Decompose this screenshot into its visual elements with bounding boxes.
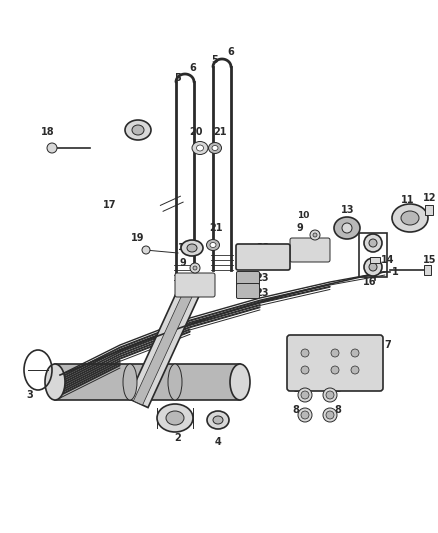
- Text: 9: 9: [297, 223, 304, 233]
- Bar: [370, 257, 380, 263]
- Circle shape: [326, 411, 334, 419]
- Text: 10: 10: [177, 244, 189, 253]
- Text: 23: 23: [255, 288, 269, 298]
- Bar: [424, 265, 431, 275]
- Polygon shape: [134, 283, 197, 405]
- Text: 1: 1: [392, 267, 399, 277]
- Ellipse shape: [213, 416, 223, 424]
- Ellipse shape: [168, 364, 182, 400]
- Text: 18: 18: [41, 127, 55, 137]
- Text: 19: 19: [131, 233, 145, 243]
- Ellipse shape: [197, 145, 204, 151]
- Text: 5: 5: [212, 55, 219, 65]
- Text: 8: 8: [335, 384, 342, 394]
- Circle shape: [331, 366, 339, 374]
- Text: 21: 21: [213, 127, 227, 137]
- Text: 6: 6: [190, 63, 196, 73]
- Text: 3: 3: [27, 390, 33, 400]
- Ellipse shape: [334, 217, 360, 239]
- Ellipse shape: [166, 411, 184, 425]
- Circle shape: [364, 258, 382, 276]
- Ellipse shape: [45, 364, 65, 400]
- Text: 17: 17: [103, 200, 117, 210]
- Circle shape: [331, 349, 339, 357]
- Circle shape: [301, 411, 309, 419]
- Circle shape: [298, 388, 312, 402]
- Text: 23: 23: [255, 273, 269, 283]
- Ellipse shape: [157, 404, 193, 432]
- Circle shape: [301, 366, 309, 374]
- Ellipse shape: [207, 411, 229, 429]
- Ellipse shape: [392, 204, 428, 232]
- Ellipse shape: [210, 243, 216, 247]
- Circle shape: [193, 266, 197, 270]
- Text: 11: 11: [401, 195, 415, 205]
- Ellipse shape: [192, 141, 208, 155]
- Text: 22: 22: [256, 243, 270, 253]
- Bar: [55, 364, 240, 400]
- Ellipse shape: [401, 211, 419, 225]
- Circle shape: [364, 234, 382, 252]
- Ellipse shape: [132, 125, 144, 135]
- Ellipse shape: [230, 364, 250, 400]
- Text: 20: 20: [189, 127, 203, 137]
- FancyBboxPatch shape: [175, 273, 215, 297]
- Polygon shape: [128, 280, 202, 408]
- Text: 9: 9: [180, 258, 187, 268]
- Ellipse shape: [181, 240, 203, 256]
- Ellipse shape: [187, 244, 197, 252]
- Ellipse shape: [123, 364, 137, 400]
- FancyBboxPatch shape: [237, 271, 259, 287]
- Text: 6: 6: [228, 47, 234, 57]
- Circle shape: [310, 230, 320, 240]
- Text: 21: 21: [209, 223, 223, 233]
- Bar: [359, 233, 387, 277]
- Circle shape: [301, 391, 309, 399]
- Text: 8: 8: [293, 384, 300, 394]
- Text: 14: 14: [381, 255, 395, 265]
- Circle shape: [326, 391, 334, 399]
- Text: 8: 8: [293, 405, 300, 415]
- Circle shape: [313, 233, 317, 237]
- Circle shape: [351, 349, 359, 357]
- Text: 4: 4: [215, 437, 221, 447]
- Text: 2: 2: [175, 433, 181, 443]
- Text: 5: 5: [175, 73, 181, 83]
- Text: 10: 10: [297, 211, 309, 220]
- Text: 12: 12: [423, 193, 437, 203]
- Ellipse shape: [342, 223, 352, 233]
- Circle shape: [369, 263, 377, 271]
- Circle shape: [323, 388, 337, 402]
- Circle shape: [142, 246, 150, 254]
- FancyBboxPatch shape: [236, 244, 290, 270]
- FancyBboxPatch shape: [290, 238, 330, 262]
- Text: 16: 16: [363, 277, 377, 287]
- FancyBboxPatch shape: [237, 284, 259, 298]
- Circle shape: [301, 349, 309, 357]
- Circle shape: [190, 263, 200, 273]
- Circle shape: [351, 366, 359, 374]
- Ellipse shape: [208, 142, 222, 154]
- Circle shape: [369, 239, 377, 247]
- Text: 13: 13: [341, 205, 355, 215]
- Circle shape: [298, 408, 312, 422]
- Text: 15: 15: [423, 255, 437, 265]
- Circle shape: [47, 143, 57, 153]
- FancyBboxPatch shape: [287, 335, 383, 391]
- Text: 7: 7: [385, 340, 392, 350]
- Text: 8: 8: [335, 405, 342, 415]
- Circle shape: [323, 408, 337, 422]
- Bar: [425, 205, 433, 215]
- Ellipse shape: [125, 120, 151, 140]
- Ellipse shape: [206, 239, 219, 251]
- Ellipse shape: [212, 146, 218, 150]
